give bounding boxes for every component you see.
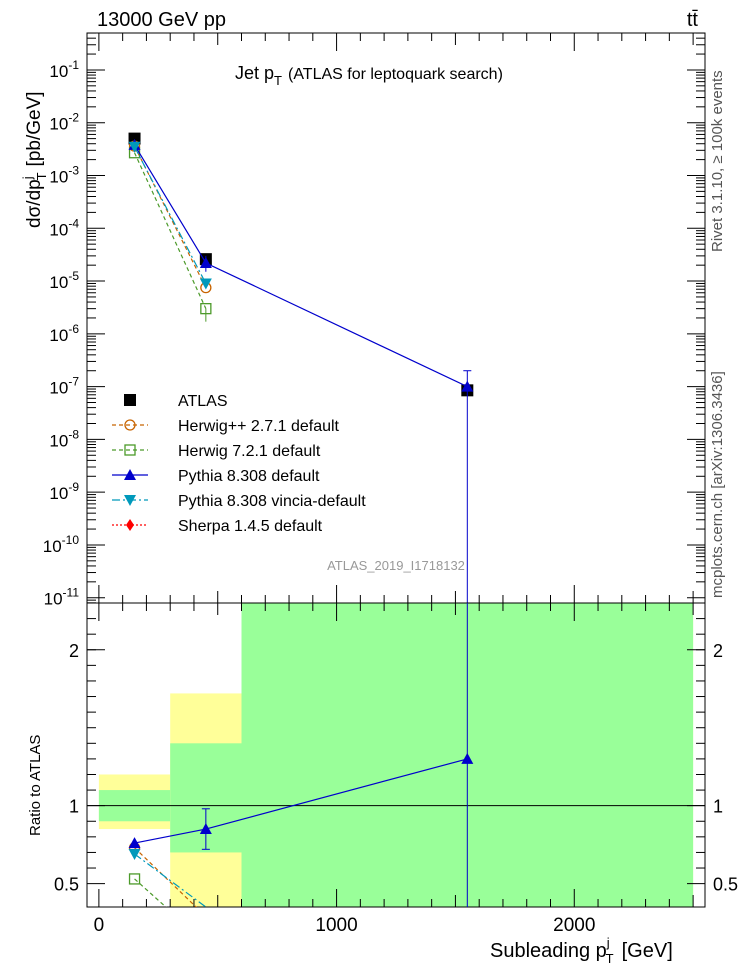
legend-label-sherpa: Sherpa 1.4.5 default <box>178 518 323 535</box>
y-axis-label-rest: [pb/GeV] <box>24 91 45 166</box>
y-tick-label: 10-10 <box>43 533 80 556</box>
ratio-y-axis-label: Ratio to ATLAS <box>27 735 44 836</box>
legend-marker-herwigpp <box>124 419 136 431</box>
legend-label-herwig7: Herwig 7.2.1 default <box>178 443 321 460</box>
legend-marker-vincia <box>124 495 136 506</box>
x-axis-label-main: Subleading p <box>490 940 607 962</box>
legend: ATLAS Herwig++ 2.7.1 default Herwig 7.2.1 … <box>112 393 366 535</box>
line-pythia <box>134 144 468 388</box>
y-axis-label-main: dσ/dp <box>24 179 45 228</box>
ratio-tick-label-right: 1 <box>713 797 723 817</box>
ratio-tick-label: 1 <box>69 797 79 817</box>
side-label-rivet: Rivet 3.1.10, ≥ 100k events <box>709 70 726 252</box>
x-axis-label: Subleading pj T [GeV] <box>490 935 673 966</box>
point-vincia <box>199 278 212 290</box>
ratio-tick-label-right: 0.5 <box>713 875 738 895</box>
y-tick-label: 10-2 <box>49 111 79 134</box>
legend-marker-pythia <box>124 469 136 480</box>
line-herwig7 <box>133 152 207 309</box>
y-tick-label: 10-11 <box>44 586 80 609</box>
ratio-series-vincia <box>128 848 207 907</box>
ratio-line-herwigpp <box>134 847 197 907</box>
y-tick-label: 10-6 <box>49 322 79 345</box>
y-tick-label: 10-7 <box>49 375 79 398</box>
chart-title-main: Jet p <box>235 63 274 83</box>
legend-label-atlas: ATLAS <box>178 393 228 410</box>
y-tick-label: 10-3 <box>49 164 79 187</box>
analysis-id: ATLAS_2019_I1718132 <box>327 558 465 573</box>
ratio-tick-label: 2 <box>69 641 79 661</box>
ratio-tick-label-right: 2 <box>713 641 723 661</box>
legend-label-vincia: Pythia 8.308 vincia-default <box>178 493 366 510</box>
legend-marker-sherpa <box>126 519 134 531</box>
chart-title-sub: T <box>274 73 282 88</box>
y-tick-label: 10-8 <box>49 427 79 450</box>
header-process: tt̄ <box>687 9 699 31</box>
x-tick-label: 1000 <box>315 915 357 936</box>
ratio-line-herwig7 <box>134 878 167 907</box>
x-tick-label: 2000 <box>553 915 595 936</box>
line-herwigpp <box>134 145 207 288</box>
y-tick-label: 10-1 <box>49 58 79 81</box>
main-plot-area: 10-11 10-10 10-9 10-8 10-7 10-6 10-5 10-4 10-3 10… <box>43 32 706 609</box>
ratio-series-herwig7 <box>128 873 167 907</box>
ratio-line-vincia <box>134 853 207 907</box>
y-axis-label-sub: T <box>34 172 49 180</box>
header-energy: 13000 GeV pp <box>97 9 226 31</box>
x-tick-label: 0 <box>94 915 105 936</box>
y-axis-label: dσ/dpjT [pb/GeV] <box>20 91 49 228</box>
legend-label-herwigpp: Herwig++ 2.7.1 default <box>178 418 340 435</box>
y-axis-label-sup: j <box>20 176 35 180</box>
x-axis-label-sub: T <box>606 951 614 966</box>
legend-marker-atlas <box>124 394 136 406</box>
legend-label-pythia: Pythia 8.308 default <box>178 468 320 485</box>
ratio-point-herwig7 <box>128 873 141 885</box>
chart-title: Jet pT (ATLAS for leptoquark search) <box>235 63 503 88</box>
y-tick-label: 10-5 <box>49 269 79 292</box>
ratio-point-pythia <box>128 837 141 849</box>
y-tick-label: 10-4 <box>49 216 79 239</box>
ratio-tick-label: 0.5 <box>54 875 79 895</box>
ratio-plot-area: 0.5 0.5 1 1 2 2 0 1000 2000 <box>54 602 738 936</box>
point-vincia <box>128 141 141 153</box>
ratio-frame <box>86 602 706 908</box>
x-axis-label-rest: [GeV] <box>622 940 673 962</box>
legend-marker-herwig7 <box>124 444 136 456</box>
side-label-mcplots: mcplots.cern.ch [arXiv:1306.3436] <box>709 371 726 598</box>
y-tick-label: 10-9 <box>49 480 79 503</box>
x-axis-label-sup: j <box>606 935 610 950</box>
ratio-point-vincia <box>128 848 141 860</box>
chart-title-rest: (ATLAS for leptoquark search) <box>288 66 503 83</box>
line-vincia <box>134 146 207 284</box>
